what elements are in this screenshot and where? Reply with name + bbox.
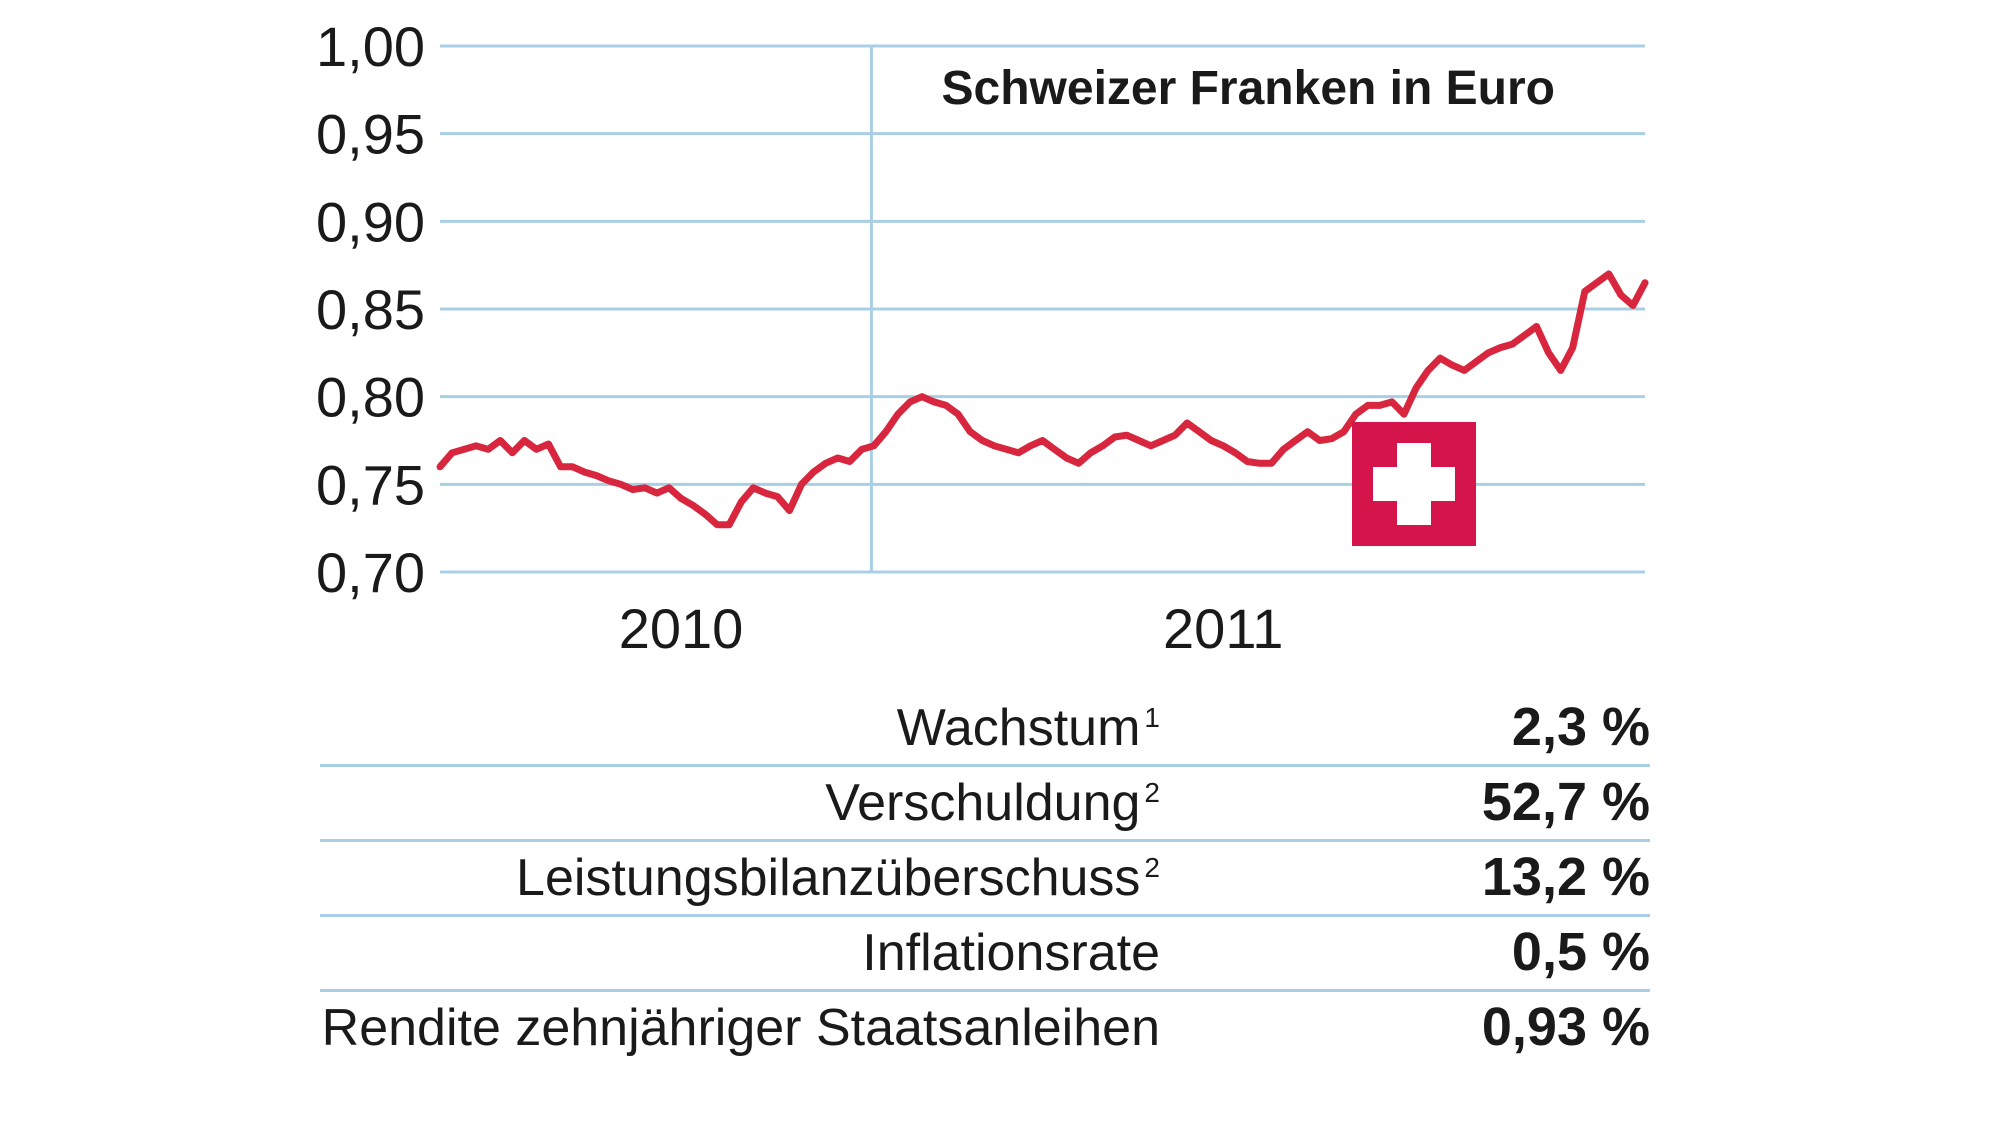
chart: 1,00 0,95 0,90 0,85 0,80 0,75 0,70 2010 2011 Sc… [316,15,1649,660]
y-tick-label: 0,95 [316,103,425,166]
stats-value: 13,2 % [1481,847,1650,907]
grid-lines [440,44,1645,574]
footnote-marker: 2 [1144,776,1160,808]
footnote-marker: 1 [1144,701,1160,733]
y-tick-label: 0,75 [316,453,425,516]
y-tick-label: 0,85 [316,278,425,341]
y-axis-ticks: 1,00 0,95 0,90 0,85 0,80 0,75 0,70 [316,15,425,604]
stats-value: 52,7 % [1481,772,1650,832]
stats-row: Wachstum 1 2,3 % [320,692,1650,767]
stats-label: Inflationsrate [862,924,1160,982]
y-tick-label: 0,70 [316,541,425,604]
x-tick-label-2011: 2011 [1163,597,1283,660]
series-line-chf-eur [436,270,1649,529]
y-tick-label: 0,80 [316,366,425,429]
stats-table: Wachstum 1 2,3 % Verschuldung 2 52,7 % Leistun… [320,692,1650,1064]
x-axis-ticks: 2010 2011 [619,597,1284,660]
swiss-flag-icon [1352,422,1476,546]
stats-row: Verschuldung 2 52,7 % [320,767,1650,842]
stats-value: 2,3 % [1511,697,1650,757]
stats-label: Wachstum 1 [896,699,1160,757]
y-tick-label: 0,90 [316,190,425,253]
stats-label: Rendite zehnjähriger Staatsanleihen [321,999,1160,1057]
stats-row: Leistungsbilanzüberschuss 2 13,2 % [320,842,1650,917]
stats-value: 0,5 % [1511,922,1650,982]
stats-label: Verschuldung 2 [825,774,1160,832]
stats-row: Inflationsrate 0,5 % [320,917,1650,992]
stats-row: Rendite zehnjähriger Staatsanleihen 0,93 … [320,992,1650,1064]
x-tick-label-2010: 2010 [619,597,744,660]
stats-value: 0,93 % [1481,997,1650,1057]
chart-title: Schweizer Franken in Euro [942,62,1556,115]
footnote-marker: 2 [1144,851,1160,883]
y-tick-label: 1,00 [316,15,425,78]
stats-label: Leistungsbilanzüberschuss 2 [516,849,1160,907]
